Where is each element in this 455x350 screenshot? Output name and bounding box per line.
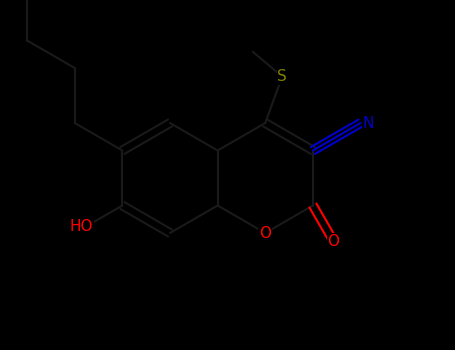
Text: HO: HO: [70, 219, 93, 234]
Text: O: O: [328, 234, 339, 249]
Text: S: S: [277, 69, 287, 84]
Text: N: N: [363, 116, 374, 131]
Text: O: O: [259, 225, 271, 240]
